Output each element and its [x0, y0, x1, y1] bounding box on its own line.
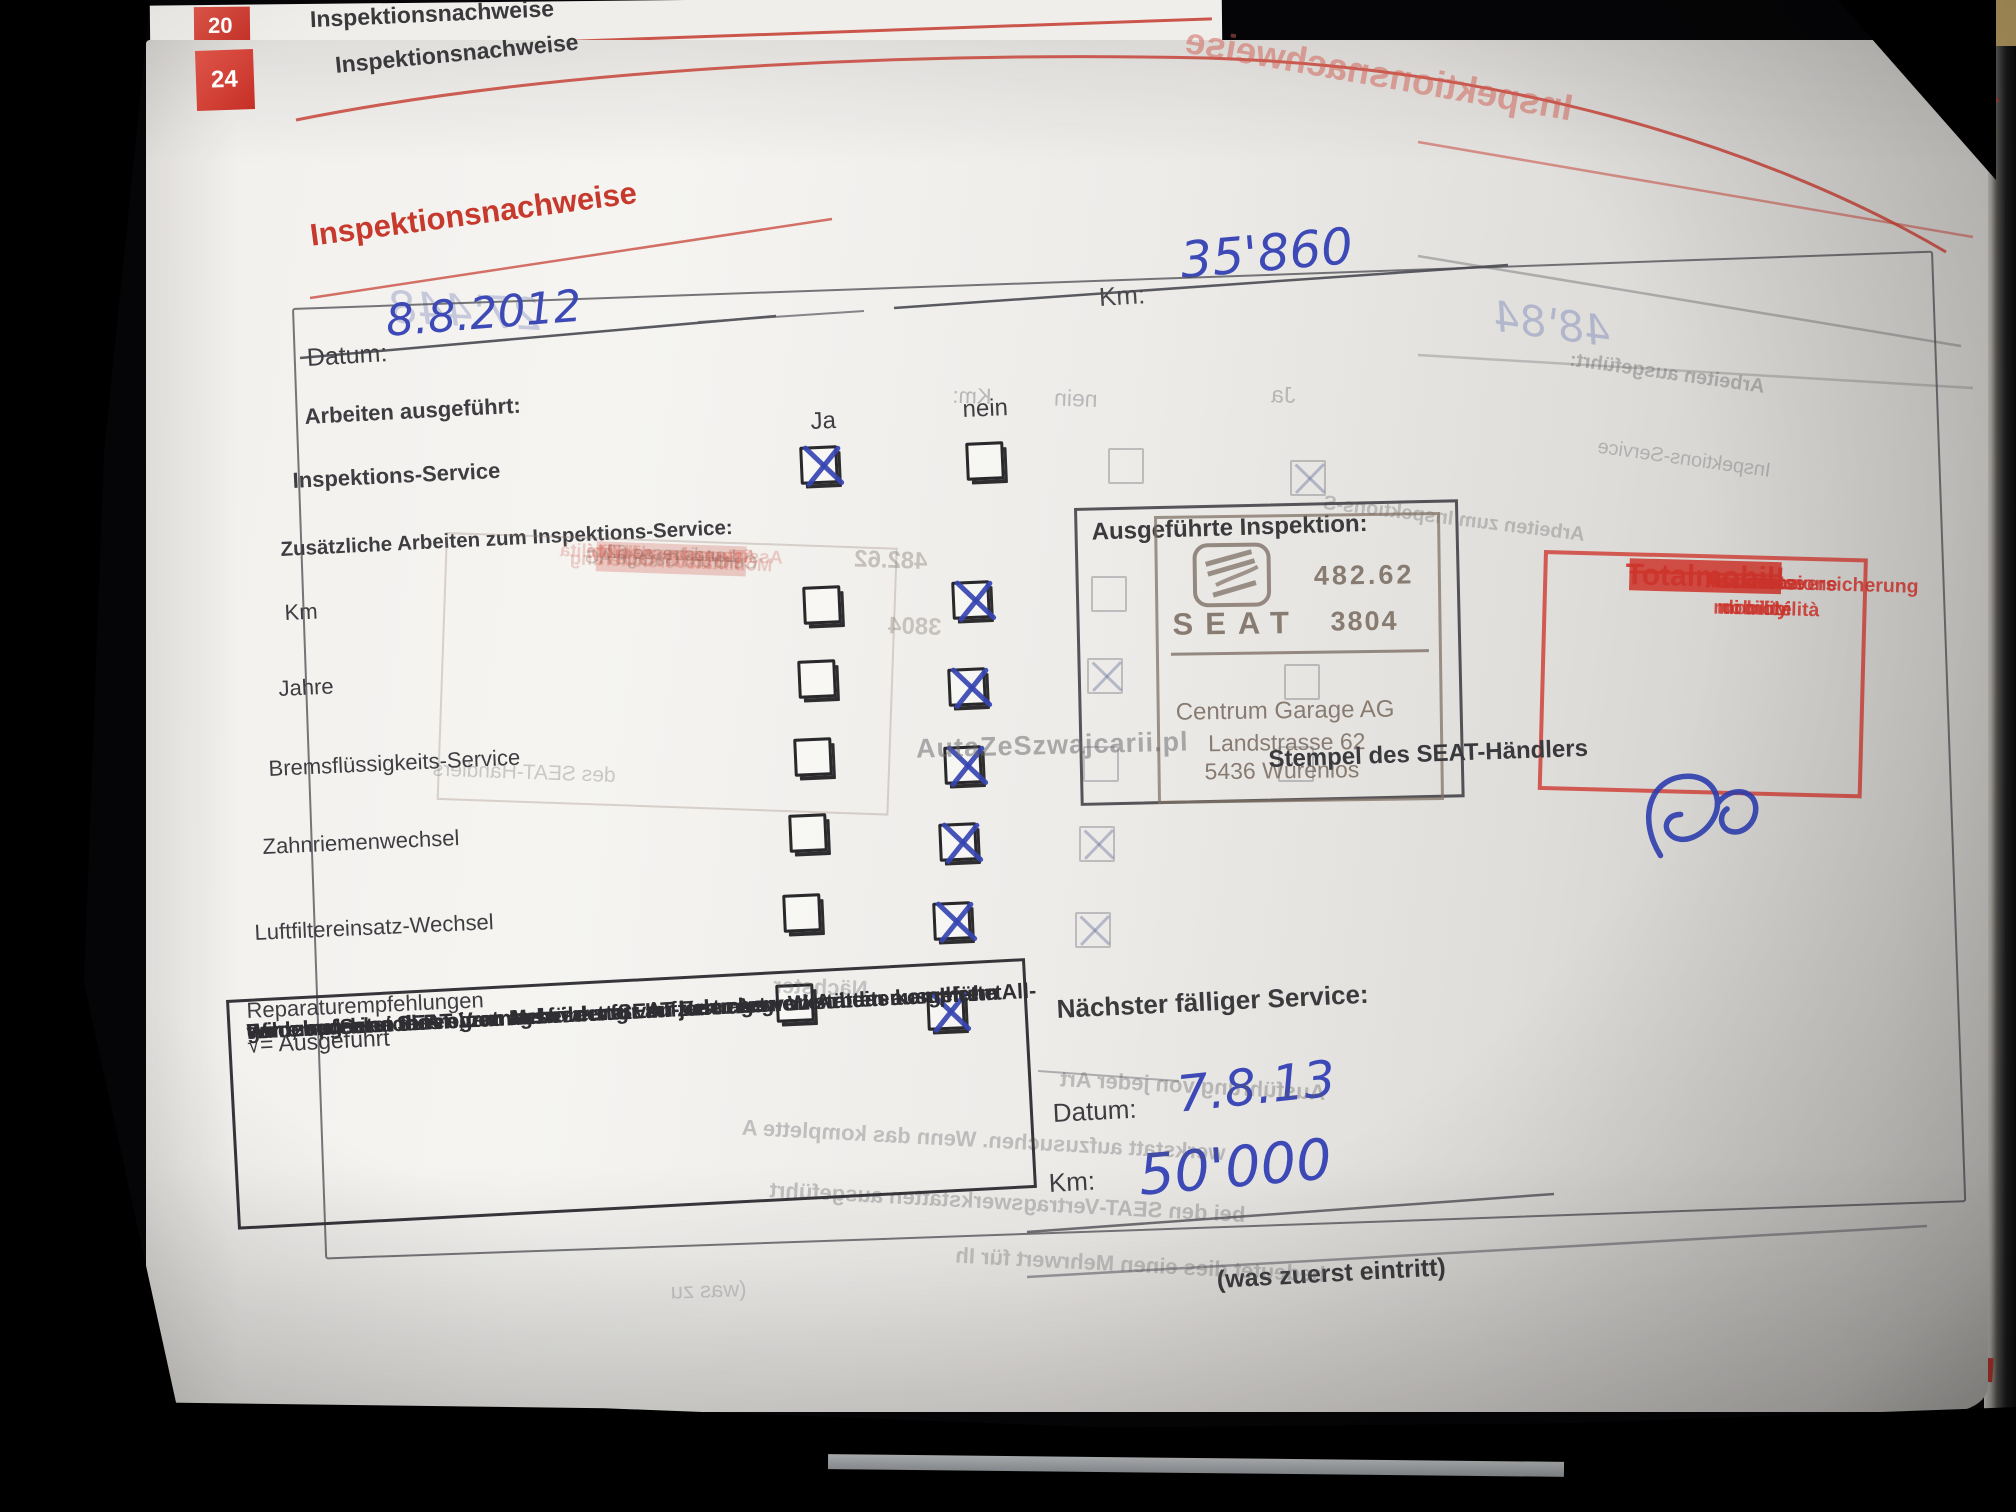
book-cover-corner [1994, 0, 2016, 46]
ghost-checkbox-checked [1290, 460, 1326, 496]
ghost-checkbox [1278, 746, 1314, 782]
page-tab-20-number: 20 [207, 12, 233, 39]
handwritten-signature [1645, 773, 1759, 859]
photo-shadow-bottom [0, 1402, 2016, 1512]
ghost-column-nein: nein [1053, 384, 1098, 412]
stamp-code2: 3804 [1330, 605, 1399, 637]
page-rules [295, 26, 2000, 1279]
ghost-checkbox [1284, 664, 1320, 700]
page-stack-bottom-edge [827, 1454, 1565, 1477]
checkbox-zahnriemen-ja[interactable] [788, 813, 828, 853]
book-page-stack-edge [1983, 0, 2016, 1512]
seat-logo-icon [1192, 542, 1272, 608]
checkbox-km-ja[interactable] [802, 585, 842, 625]
checkbox-luftfilter-ja[interactable] [782, 893, 822, 933]
totalmobil-line: Insurance mobility [1704, 570, 1798, 621]
ghost-dealer-code2: 3804 [887, 612, 942, 641]
service-book-page: 24 Inspektionsnachweise Inspektionsnachw… [146, 20, 2000, 1412]
ghost-checkbox [1091, 576, 1127, 612]
stamp-code1: 482.62 [1313, 559, 1415, 591]
checkbox-km-nein[interactable] [951, 580, 991, 620]
row-label-jahre: Jahre [278, 673, 335, 701]
column-header-nein: nein [962, 394, 1009, 423]
checkbox-zahnriemen-nein[interactable] [938, 822, 978, 862]
page-tab-24: 24 [194, 49, 256, 111]
ghost-checkbox [1108, 448, 1144, 484]
datum-label: Datum: [306, 339, 389, 372]
checkbox-inspektions-service-ja[interactable] [799, 445, 839, 485]
ghost-checkbox-checked [1075, 912, 1111, 948]
ghost-checkbox [1083, 746, 1119, 782]
ghost-checkbox-checked [1087, 658, 1123, 694]
stamp-divider [1170, 649, 1429, 656]
row-label-km: Km [284, 598, 319, 625]
checkbox-jahre-ja[interactable] [797, 659, 837, 699]
recommendation-box: Wir empfehlen Ihnen, zur Ausführung von … [226, 958, 1037, 1230]
ghost-dealer-code1: 482.62 [853, 545, 928, 575]
checkbox-jahre-nein[interactable] [947, 667, 987, 707]
column-header-ja: Ja [810, 406, 837, 435]
previous-page-title: Inspektionsnachweise [309, 0, 555, 33]
ghost-checkbox-checked [1079, 826, 1115, 862]
checkbox-brems-ja[interactable] [793, 737, 833, 777]
ghost-dealer-street: Landstrasse 62 [606, 541, 737, 568]
ghost-was-note: (was zu [670, 1276, 747, 1304]
dealer-stamp: 482.62 SEAT 3804 Centrum Garage AG Lands… [1154, 512, 1444, 804]
ghost-column-ja: Ja [1270, 381, 1296, 408]
checkbox-luftfilter-nein[interactable] [932, 901, 972, 941]
page-tab-24-number: 24 [210, 65, 239, 94]
stamp-brand: SEAT [1172, 604, 1302, 642]
next-datum-label: Datum: [1052, 1093, 1138, 1128]
stamp-dealer-name: Centrum Garage AG [1175, 695, 1395, 726]
checkbox-inspektions-service-nein[interactable] [965, 441, 1005, 481]
